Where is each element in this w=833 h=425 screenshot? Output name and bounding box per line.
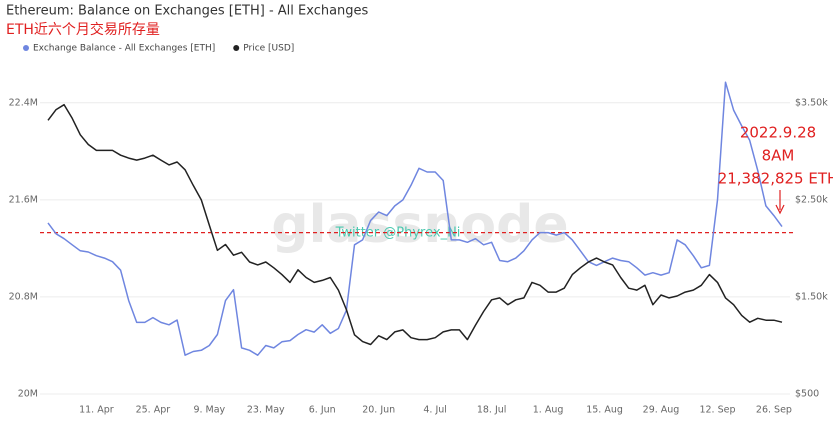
y-tick-label: 21.6M — [9, 194, 38, 205]
x-tick-label: 23. May — [247, 405, 285, 416]
legend-marker — [233, 45, 240, 51]
annotation-text: 8AM — [762, 147, 795, 165]
series-line — [47, 81, 783, 356]
x-tick-label: 12. Sep — [699, 405, 735, 416]
x-tick-label: 11. Apr — [79, 405, 114, 416]
x-tick-label: 4. Jul — [423, 405, 447, 416]
series-line — [47, 103, 783, 346]
x-tick-label: 1. Aug — [533, 405, 564, 416]
x-tick-label: 9. May — [193, 405, 225, 416]
y2-tick-label: $3.50k — [795, 97, 828, 108]
y2-tick-label: $500 — [795, 389, 819, 400]
annotation-text: 21,382,825 ETH — [718, 170, 833, 188]
annotation-arrowhead — [775, 204, 785, 215]
x-tick-label: 25. Apr — [136, 405, 171, 416]
legend-label: Price [USD] — [243, 44, 294, 54]
x-tick-label: 26. Sep — [756, 405, 792, 416]
y-tick-label: 20.8M — [9, 291, 38, 302]
x-tick-label: 6. Jun — [309, 405, 336, 416]
watermark: glassnode — [271, 195, 568, 255]
x-tick-label: 15. Aug — [586, 405, 623, 416]
y-tick-label: 20M — [18, 389, 38, 400]
legend-label: Exchange Balance - All Exchanges [ETH] — [33, 44, 215, 54]
x-tick-label: 20. Jun — [362, 405, 395, 416]
y-tick-label: 22.4M — [9, 97, 38, 108]
y2-tick-label: $1.50k — [795, 291, 828, 302]
x-tick-label: 29. Aug — [643, 405, 680, 416]
chart-title: Ethereum: Balance on Exchanges [ETH] - A… — [6, 4, 369, 19]
x-tick-label: 18. Jul — [477, 405, 507, 416]
y2-tick-label: $2.50k — [795, 194, 828, 205]
chart-subtitle: ETH近六个月交易所存量 — [6, 21, 160, 38]
legend-marker — [23, 45, 29, 51]
annotation-text: 2022.9.28 — [740, 124, 816, 142]
